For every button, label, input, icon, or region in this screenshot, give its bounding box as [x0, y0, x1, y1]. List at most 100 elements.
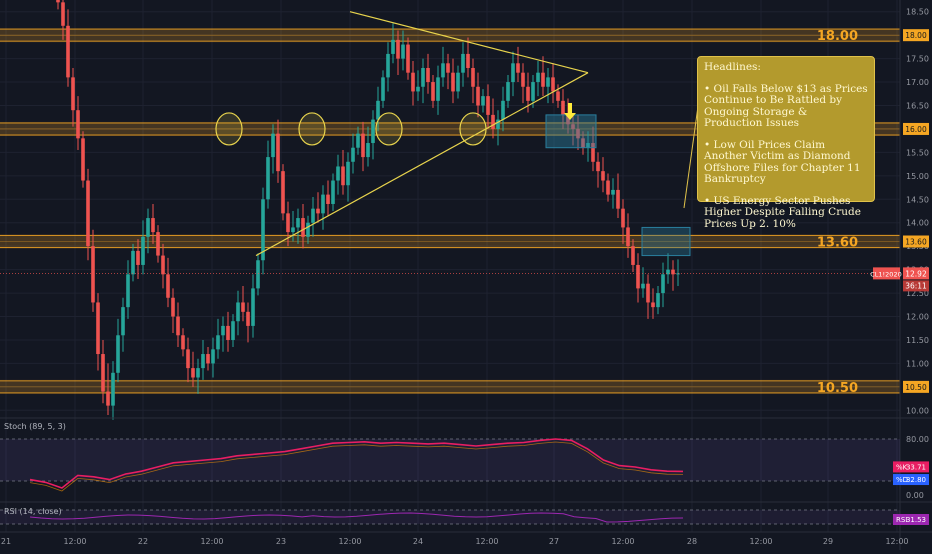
candle-body [451, 72, 455, 92]
candle-body [461, 53, 465, 73]
time-tick-label: 12:00 [200, 537, 223, 546]
candle-body [311, 208, 315, 223]
candle-body [631, 246, 635, 265]
stoch-label: Stoch (89, 5, 3) [4, 422, 66, 431]
candle-body [566, 114, 570, 125]
candle-body [316, 208, 320, 214]
rsi-tag-name: RSI [896, 516, 907, 524]
candle-body [236, 302, 240, 322]
candle-body [376, 100, 380, 120]
candle-body [201, 354, 205, 369]
stoch-d-line [29, 441, 684, 492]
candle-body [56, 0, 60, 3]
candle-body [166, 274, 170, 298]
last-price-tag [903, 267, 929, 280]
candle-body [676, 273, 680, 275]
candle-body [221, 325, 225, 336]
level-price-tag [903, 235, 929, 248]
candle-body [151, 218, 155, 233]
candle-body [176, 316, 180, 336]
candle-body [121, 307, 125, 336]
time-tick-label: 12:00 [475, 537, 498, 546]
candle-body [61, 2, 65, 26]
candle-body [601, 171, 605, 181]
candle-body [456, 72, 460, 92]
candle-body [391, 39, 395, 54]
candle-body [636, 264, 640, 289]
price-tick-label: 12.50 [906, 289, 929, 298]
candle-body [536, 72, 540, 83]
candle-body [431, 82, 435, 101]
retest-box [641, 226, 691, 257]
candle-body [361, 133, 365, 158]
down-arrow-icon [564, 103, 576, 120]
candle-body [136, 250, 140, 265]
price-tick-label: 11.50 [906, 336, 929, 345]
candle-body [656, 293, 660, 308]
stoch-tick-label: 0.00 [906, 491, 924, 500]
candle-body [481, 96, 485, 106]
level-price-tag [903, 29, 929, 42]
candle-body [291, 227, 295, 233]
candle-body [141, 236, 145, 265]
candle-body [91, 246, 95, 303]
candle-body [261, 199, 265, 261]
candle-body [76, 110, 80, 139]
price-tick-label: 15.50 [906, 148, 929, 157]
candle-body [516, 63, 520, 73]
countdown-tag-text: 36:11 [905, 281, 927, 290]
headline-item: • Oil Falls Below $13 as Prices Continue… [704, 82, 868, 129]
candle-body [346, 161, 350, 186]
candle-body [111, 372, 115, 406]
candle-body [216, 335, 220, 350]
candle-body [386, 53, 390, 78]
candle-body [231, 321, 235, 340]
candle-body [306, 222, 310, 237]
candle-body [336, 166, 340, 181]
level-label: 18.00 [817, 29, 858, 44]
level-price-tag-text: 18.00 [905, 31, 927, 40]
rsi-line [29, 512, 684, 523]
candle-body [251, 288, 255, 326]
candle-body [551, 77, 555, 92]
candle-body [511, 63, 515, 83]
candle-body [301, 218, 305, 237]
price-tick-label: 15.00 [906, 172, 929, 181]
price-tick-label: 14.00 [906, 219, 929, 228]
candle-body [606, 180, 610, 195]
candle-body [371, 119, 375, 144]
candle-body [86, 180, 90, 247]
candle-body [356, 133, 360, 148]
candle-body [171, 297, 175, 317]
candle-body [186, 349, 190, 369]
candle-body [226, 325, 230, 340]
symbol-tag [873, 267, 900, 280]
level-price-tag [903, 122, 929, 135]
candle-body [546, 77, 550, 87]
breakout-box [545, 114, 597, 149]
time-tick-label: 23 [276, 537, 286, 546]
time-tick-label: 12:00 [338, 537, 361, 546]
candle-body [256, 260, 260, 289]
price-tick-label: 12.00 [906, 313, 929, 322]
candle-body [556, 91, 560, 101]
time-tick-label: 21 [1, 537, 11, 546]
candle-body [486, 96, 490, 115]
candle-body [666, 269, 670, 275]
headline-item: • US Energy Sector Pushes Higher Despite… [704, 194, 861, 230]
level-label: 10.50 [817, 381, 858, 396]
candle-body [501, 100, 505, 120]
candle-body [326, 194, 330, 204]
level-price-tag-text: 13.60 [905, 237, 927, 246]
candle-body [446, 63, 450, 73]
candle-body [181, 335, 185, 350]
candle-body [206, 354, 210, 364]
candle-body [506, 82, 510, 101]
triangle-lower-line [255, 72, 589, 257]
last-price-tag-text: 12.92 [905, 269, 927, 278]
stoch-k-tag-value: 33.71 [906, 463, 926, 471]
candle-body [156, 232, 160, 256]
candle-body [581, 138, 585, 148]
candle-body [491, 114, 495, 129]
